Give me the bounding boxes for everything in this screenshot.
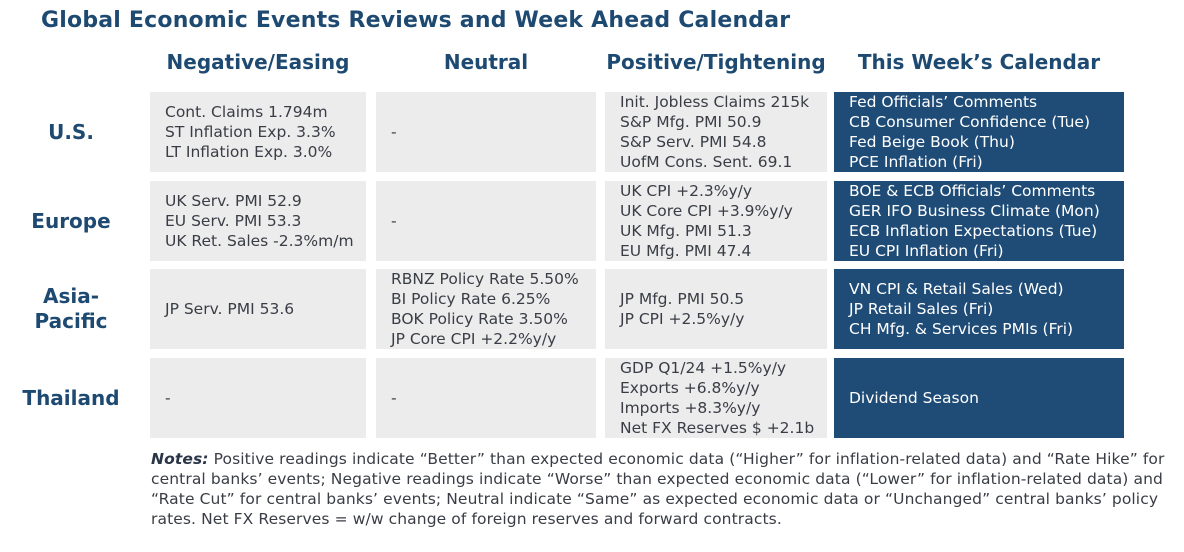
cell-line: Dividend Season [849, 389, 979, 407]
cell-line: UK Core CPI +3.9%y/y [620, 202, 793, 220]
positive-cell-us: Init. Jobless Claims 215k S&P Mfg. PMI 50… [605, 92, 827, 172]
cell-line: UK CPI +2.3%y/y [620, 182, 753, 200]
cell-line: UK Ret. Sales -2.3%m/m [165, 232, 354, 250]
cell-line: JP Retail Sales (Fri) [849, 300, 994, 318]
cell-line: Fed Officials’ Comments [849, 93, 1038, 111]
cell-line: - [165, 389, 171, 407]
cell-line: GER IFO Business Climate (Mon) [849, 202, 1100, 220]
row-label-thailand: Thailand [22, 385, 120, 410]
cell-line: Init. Jobless Claims 215k [620, 93, 810, 111]
cell-line: Imports +8.3%y/y [620, 399, 761, 417]
notes-label: Notes: [151, 450, 209, 468]
cell-line: Exports +6.8%y/y [620, 379, 760, 397]
column-header-neutral: Neutral [443, 50, 529, 74]
cell-line: CH Mfg. & Services PMIs (Fri) [849, 320, 1074, 338]
row-label-us: U.S. [48, 119, 94, 144]
positive-cell-europe: UK CPI +2.3%y/y UK Core CPI +3.9%y/y UK Mf… [605, 181, 827, 261]
cell-line: EU Serv. PMI 53.3 [165, 212, 302, 230]
column-header-negative: Negative/Easing [166, 50, 350, 74]
cell-line: UofM Cons. Sent. 69.1 [620, 153, 793, 171]
cell-line: VN CPI & Retail Sales (Wed) [849, 280, 1064, 298]
neutral-cell-us: - [376, 92, 596, 172]
cell-line: UK Mfg. PMI 51.3 [620, 222, 752, 240]
negative-cell-us: Cont. Claims 1.794m ST Inflation Exp. 3.3… [150, 92, 366, 172]
cell-line: JP Core CPI +2.2%y/y [391, 330, 557, 348]
cell-line: ST Inflation Exp. 3.3% [165, 123, 336, 141]
cell-line: ECB Inflation Expectations (Tue) [849, 222, 1098, 240]
calendar-cell-asia-pacific: VN CPI & Retail Sales (Wed) JP Retail Sal… [834, 269, 1124, 349]
cell-line: CB Consumer Confidence (Tue) [849, 113, 1090, 131]
row-label-asia-pacific: Asia- Pacific [34, 284, 108, 333]
cell-line: RBNZ Policy Rate 5.50% [391, 270, 579, 288]
cell-line: - [391, 123, 397, 141]
negative-cell-thailand: - [150, 358, 366, 438]
calendar-cell-thailand: Dividend Season [834, 358, 1124, 438]
calendar-cell-us: Fed Officials’ Comments CB Consumer Confi… [834, 92, 1124, 172]
notes: Notes: Positive readings indicate “Bette… [151, 449, 1171, 529]
cell-line: EU CPI Inflation (Fri) [849, 242, 1004, 260]
cell-line: S&P Serv. PMI 54.8 [620, 133, 767, 151]
cell-line: JP Serv. PMI 53.6 [165, 300, 295, 318]
cell-line: GDP Q1/24 +1.5%y/y [620, 359, 787, 377]
row-label-europe: Europe [31, 208, 111, 233]
cell-line: LT Inflation Exp. 3.0% [165, 143, 333, 161]
cell-line: BI Policy Rate 6.25% [391, 290, 551, 308]
cell-line: EU Mfg. PMI 47.4 [620, 242, 752, 260]
cell-line: - [391, 389, 397, 407]
neutral-cell-europe: - [376, 181, 596, 261]
cell-line: JP Mfg. PMI 50.5 [620, 290, 745, 308]
page-title: Global Economic Events Reviews and Week … [41, 8, 791, 33]
neutral-cell-asia-pacific: RBNZ Policy Rate 5.50% BI Policy Rate 6.2… [376, 269, 596, 349]
cell-line: - [391, 212, 397, 230]
cell-line: PCE Inflation (Fri) [849, 153, 983, 171]
notes-text: Positive readings indicate “Better” than… [151, 450, 1165, 528]
cell-line: BOK Policy Rate 3.50% [391, 310, 568, 328]
positive-cell-asia-pacific: JP Mfg. PMI 50.5 JP CPI +2.5%y/y [605, 269, 827, 349]
positive-cell-thailand: GDP Q1/24 +1.5%y/y Exports +6.8%y/y Import… [605, 358, 827, 438]
column-header-calendar: This Week’s Calendar [857, 50, 1101, 74]
cell-line: Cont. Claims 1.794m [165, 103, 328, 121]
negative-cell-europe: UK Serv. PMI 52.9 EU Serv. PMI 53.3 UK Ret… [150, 181, 366, 261]
cell-line: Fed Beige Book (Thu) [849, 133, 1015, 151]
cell-line: BOE & ECB Officials’ Comments [849, 182, 1096, 200]
column-header-positive: Positive/Tightening [606, 50, 826, 74]
cell-line: Net FX Reserves $ +2.1b [620, 419, 815, 437]
cell-line: JP CPI +2.5%y/y [620, 310, 745, 328]
neutral-cell-thailand: - [376, 358, 596, 438]
cell-line: UK Serv. PMI 52.9 [165, 192, 302, 210]
negative-cell-asia-pacific: JP Serv. PMI 53.6 [150, 269, 366, 349]
cell-line: S&P Mfg. PMI 50.9 [620, 113, 762, 131]
calendar-cell-europe: BOE & ECB Officials’ Comments GER IFO Bus… [834, 181, 1124, 261]
